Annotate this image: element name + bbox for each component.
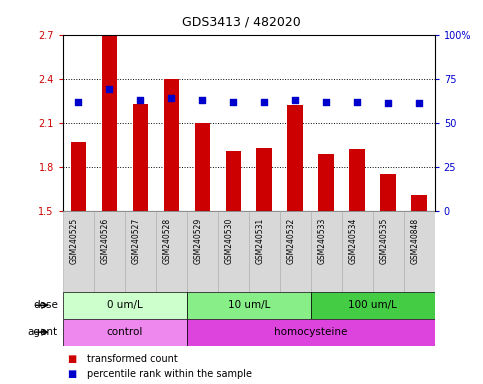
Text: GSM240534: GSM240534 <box>348 218 357 264</box>
Bar <box>63 292 187 319</box>
Text: percentile rank within the sample: percentile rank within the sample <box>87 369 252 379</box>
Bar <box>71 142 86 211</box>
Text: 100 um/L: 100 um/L <box>348 300 397 310</box>
Point <box>136 97 144 103</box>
Text: GSM240532: GSM240532 <box>286 218 295 264</box>
Bar <box>132 104 148 211</box>
Point <box>168 95 175 101</box>
Point <box>384 100 392 106</box>
Bar <box>381 174 396 211</box>
Bar <box>164 79 179 211</box>
Bar <box>187 292 311 319</box>
Text: 0 um/L: 0 um/L <box>107 300 142 310</box>
Bar <box>187 211 218 292</box>
Bar <box>373 211 404 292</box>
Text: agent: agent <box>28 327 58 337</box>
Bar <box>226 151 241 211</box>
Bar <box>63 319 187 346</box>
Bar <box>218 211 249 292</box>
Bar <box>63 211 94 292</box>
Bar <box>412 195 427 211</box>
Bar <box>94 211 125 292</box>
Text: ■: ■ <box>68 369 80 379</box>
Text: GSM240533: GSM240533 <box>317 218 326 264</box>
Text: GSM240535: GSM240535 <box>379 218 388 264</box>
Text: GSM240526: GSM240526 <box>100 218 109 264</box>
Text: GSM240528: GSM240528 <box>162 218 171 264</box>
Text: GDS3413 / 482020: GDS3413 / 482020 <box>182 15 301 28</box>
Text: dose: dose <box>33 300 58 310</box>
Point <box>260 99 268 105</box>
Text: GSM240531: GSM240531 <box>255 218 264 264</box>
Text: GSM240530: GSM240530 <box>224 218 233 264</box>
Point <box>354 99 361 105</box>
Text: ■: ■ <box>68 354 80 364</box>
Bar <box>256 148 272 211</box>
Point <box>229 99 237 105</box>
Text: GSM240529: GSM240529 <box>193 218 202 264</box>
Bar <box>287 105 303 211</box>
Text: GSM240525: GSM240525 <box>69 218 78 264</box>
Point <box>105 86 113 93</box>
Text: transformed count: transformed count <box>87 354 178 364</box>
Text: GSM240527: GSM240527 <box>131 218 140 264</box>
Bar <box>195 123 210 211</box>
Bar <box>101 36 117 211</box>
Bar <box>280 211 311 292</box>
Bar <box>156 211 187 292</box>
Bar <box>249 211 280 292</box>
Text: 10 um/L: 10 um/L <box>227 300 270 310</box>
Point <box>199 97 206 103</box>
Point <box>74 99 82 105</box>
Point <box>291 97 299 103</box>
Bar <box>187 319 435 346</box>
Bar <box>404 211 435 292</box>
Bar <box>311 292 435 319</box>
Bar <box>342 211 373 292</box>
Bar <box>311 211 342 292</box>
Text: GSM240848: GSM240848 <box>410 218 419 264</box>
Bar <box>350 149 365 211</box>
Point <box>415 100 423 106</box>
Bar <box>125 211 156 292</box>
Text: homocysteine: homocysteine <box>274 327 347 337</box>
Text: control: control <box>107 327 143 337</box>
Point <box>322 99 330 105</box>
Bar <box>318 154 334 211</box>
